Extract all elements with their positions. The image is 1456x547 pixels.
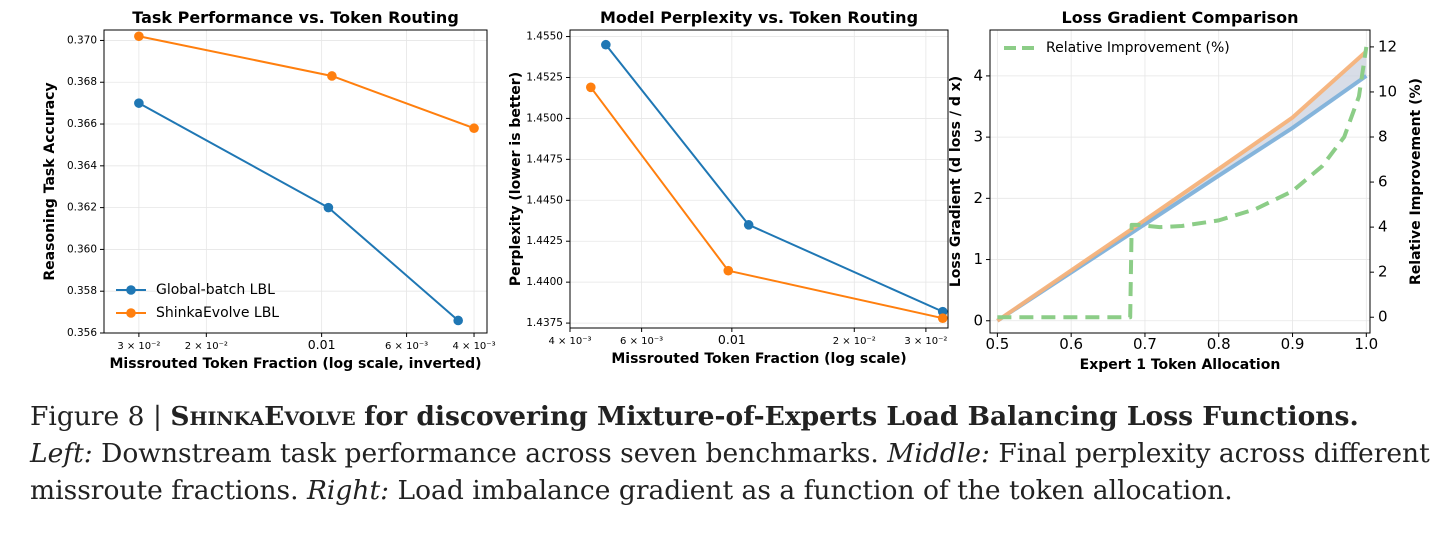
chart-title: Loss Gradient Comparison bbox=[1062, 8, 1299, 27]
x-axis-label: Missrouted Token Fraction (log scale, in… bbox=[110, 356, 482, 372]
shinkaevolve-name: ShinkaEvolve bbox=[170, 401, 356, 432]
x-tick-label: 0.01 bbox=[308, 337, 336, 352]
y-right-tick-label: 0 bbox=[1378, 308, 1388, 326]
x-tick-label: 0.6 bbox=[1059, 335, 1083, 353]
x-tick-label: 0.01 bbox=[718, 332, 746, 347]
plot-frame bbox=[989, 29, 1371, 334]
legend-label: Relative Improvement (%) bbox=[1046, 40, 1230, 56]
series-line-2 bbox=[997, 46, 1369, 320]
data-point bbox=[453, 315, 463, 326]
x-tick-label: 0.7 bbox=[1133, 335, 1157, 353]
series-line-0 bbox=[996, 74, 1368, 323]
series-line-1 bbox=[590, 86, 943, 320]
x-tick-label: 4 × 10⁻³ bbox=[452, 341, 495, 352]
y-right-tick-label: 10 bbox=[1378, 82, 1397, 100]
y-tick-label: 1.4550 bbox=[526, 31, 563, 43]
data-point bbox=[743, 220, 754, 230]
x-tick-label: 6 × 10⁻³ bbox=[620, 336, 663, 347]
y-tick-label: 0 bbox=[973, 311, 983, 329]
y-right-tick-label: 2 bbox=[1378, 263, 1388, 281]
caption-middle-label: Middle: bbox=[887, 438, 990, 469]
y-tick-label: 1.4475 bbox=[526, 153, 563, 165]
y-tick-label: 1.4500 bbox=[526, 112, 563, 124]
y-tick-label: 1.4425 bbox=[526, 235, 563, 247]
data-point bbox=[469, 123, 479, 134]
legend-label: Global-batch LBL bbox=[156, 282, 275, 298]
legend-swatch-marker bbox=[126, 285, 136, 295]
x-tick-label: 6 × 10⁻³ bbox=[385, 341, 428, 352]
data-point bbox=[937, 313, 948, 323]
x-tick-label: 0.9 bbox=[1281, 335, 1305, 353]
y-right-tick-label: 12 bbox=[1378, 37, 1397, 55]
y-axis-label: Perplexity (lower is better) bbox=[508, 72, 524, 286]
y-tick-label: 1.4525 bbox=[526, 71, 563, 83]
plot-frame bbox=[569, 29, 949, 329]
y-right-axis-label: Relative Improvement (%) bbox=[1408, 78, 1424, 285]
y-right-tick-label: 4 bbox=[1378, 218, 1388, 236]
chart-title: Task Performance vs. Token Routing bbox=[132, 8, 459, 27]
y-tick-label: 3 bbox=[973, 128, 983, 146]
y-tick-label: 0.360 bbox=[67, 243, 97, 255]
figure-charts: 0.356 0.358 0.360 0.362 0.364 0.366 0.368 0.370… bbox=[42, 8, 1424, 373]
y-tick-label: 2 bbox=[973, 189, 983, 207]
y-tick-label: 1.4400 bbox=[526, 276, 563, 288]
x-tick-label: 3 × 10⁻² bbox=[904, 336, 947, 347]
y-axis-label: Reasoning Task Accuracy bbox=[42, 82, 58, 280]
x-tick-label: 2 × 10⁻² bbox=[833, 336, 876, 347]
gradient-difference-band bbox=[997, 51, 1367, 321]
y-tick-label: 1 bbox=[973, 250, 983, 268]
caption-line-1: Figure 8 | ShinkaEvolve for discovering … bbox=[30, 398, 1440, 435]
caption-right-text: Load imbalance gradient as a function of… bbox=[397, 475, 1233, 506]
chart-title: Model Perplexity vs. Token Routing bbox=[600, 8, 918, 27]
x-tick-label: 2 × 10⁻² bbox=[185, 341, 228, 352]
caption-title: for discovering Mixture-of-Experts Load … bbox=[364, 401, 1359, 432]
y-tick-label: 4 bbox=[973, 66, 983, 84]
caption-line-3: missroute fractions. Right: Load imbalan… bbox=[30, 472, 1440, 509]
data-point bbox=[134, 31, 144, 42]
data-point bbox=[134, 98, 144, 108]
y-tick-label: 0.356 bbox=[67, 327, 97, 339]
data-point bbox=[723, 265, 734, 276]
x-tick-label: 3 × 10⁻² bbox=[117, 341, 160, 352]
y-right-tick-label: 8 bbox=[1378, 128, 1388, 146]
data-point bbox=[601, 39, 611, 50]
y-tick-label: 0.364 bbox=[67, 160, 97, 172]
y-tick-label: 1.4450 bbox=[526, 194, 563, 206]
series-line-1 bbox=[996, 49, 1368, 323]
x-tick-label: 0.5 bbox=[985, 335, 1009, 353]
data-point bbox=[323, 202, 334, 213]
legend-swatch-marker bbox=[126, 308, 136, 318]
x-tick-label: 0.8 bbox=[1207, 335, 1231, 353]
y-tick-label: 0.358 bbox=[67, 285, 97, 297]
caption-line3-text: missroute fractions. bbox=[30, 475, 299, 506]
y-tick-label: 0.366 bbox=[67, 118, 97, 130]
y-tick-label: 0.368 bbox=[67, 76, 97, 88]
y-tick-label: 0.362 bbox=[67, 202, 97, 214]
data-point bbox=[586, 82, 596, 93]
caption-middle-text: Final perplexity across different bbox=[998, 438, 1430, 469]
caption-left-text: Downstream task performance across seven… bbox=[101, 438, 879, 469]
caption-line-2: Left: Downstream task performance across… bbox=[30, 435, 1440, 472]
x-axis-label: Missrouted Token Fraction (log scale) bbox=[611, 351, 906, 367]
figure-label: Figure 8 | bbox=[30, 401, 162, 432]
caption-right-label: Right: bbox=[306, 475, 390, 506]
x-axis-label: Expert 1 Token Allocation bbox=[1080, 357, 1281, 373]
series-line-0 bbox=[605, 44, 944, 313]
y-tick-label: 0.370 bbox=[67, 34, 97, 46]
plot-frame bbox=[103, 29, 488, 334]
figure-caption: Figure 8 | ShinkaEvolve for discovering … bbox=[30, 398, 1440, 509]
y-axis-label: Loss Gradient (d loss / d x) bbox=[948, 76, 964, 287]
y-right-tick-label: 6 bbox=[1378, 173, 1388, 191]
data-point bbox=[327, 71, 337, 81]
x-tick-label: 4 × 10⁻³ bbox=[548, 336, 591, 347]
y-tick-label: 1.4375 bbox=[526, 317, 563, 329]
legend-label: ShinkaEvolve LBL bbox=[156, 305, 279, 321]
caption-left-label: Left: bbox=[30, 438, 93, 469]
x-tick-label: 1.0 bbox=[1354, 335, 1378, 353]
